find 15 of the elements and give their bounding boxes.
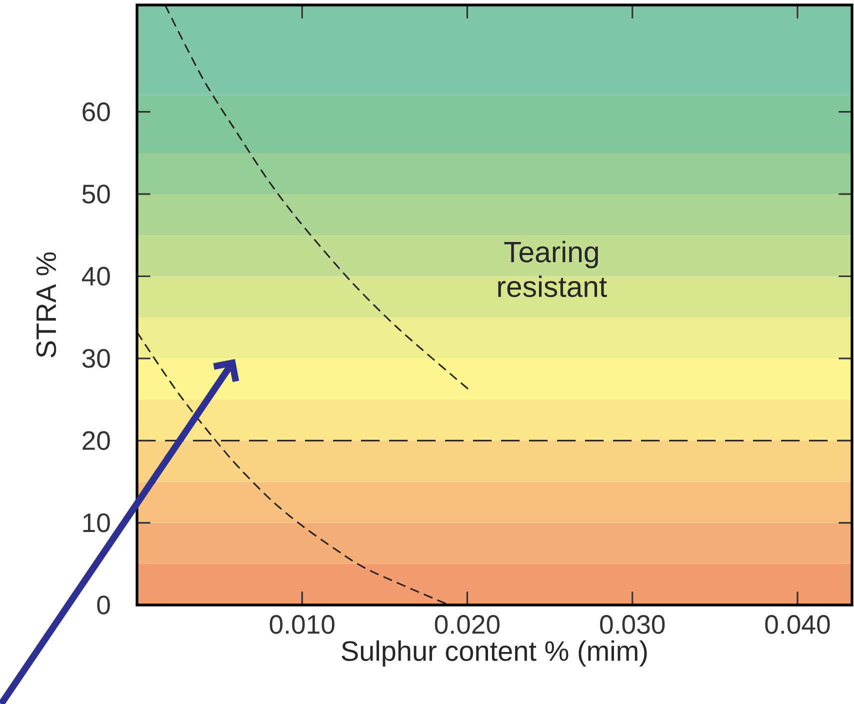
y-tick-label: 30 <box>82 348 110 368</box>
x-axis-title: Sulphur content % (mim) <box>342 640 647 667</box>
y-tick-label: 20 <box>82 431 110 450</box>
annotation: Tearing resistant <box>498 240 607 298</box>
y-tick-label: 0 <box>97 596 110 614</box>
y-axis-title: STRA % <box>36 252 56 358</box>
x-tick-label: 0.010 <box>270 615 334 634</box>
x-tick-label: 0.020 <box>434 615 500 634</box>
y-tick-label: 60 <box>82 102 110 122</box>
x-tick-label: 0.030 <box>600 615 665 634</box>
x-tick-label: 0.040 <box>765 615 830 634</box>
line-series <box>164 4 470 390</box>
y-tick-label: 50 <box>82 184 110 204</box>
y-tick-label: 40 <box>82 266 110 286</box>
y-tick-label: 10 <box>83 513 110 532</box>
